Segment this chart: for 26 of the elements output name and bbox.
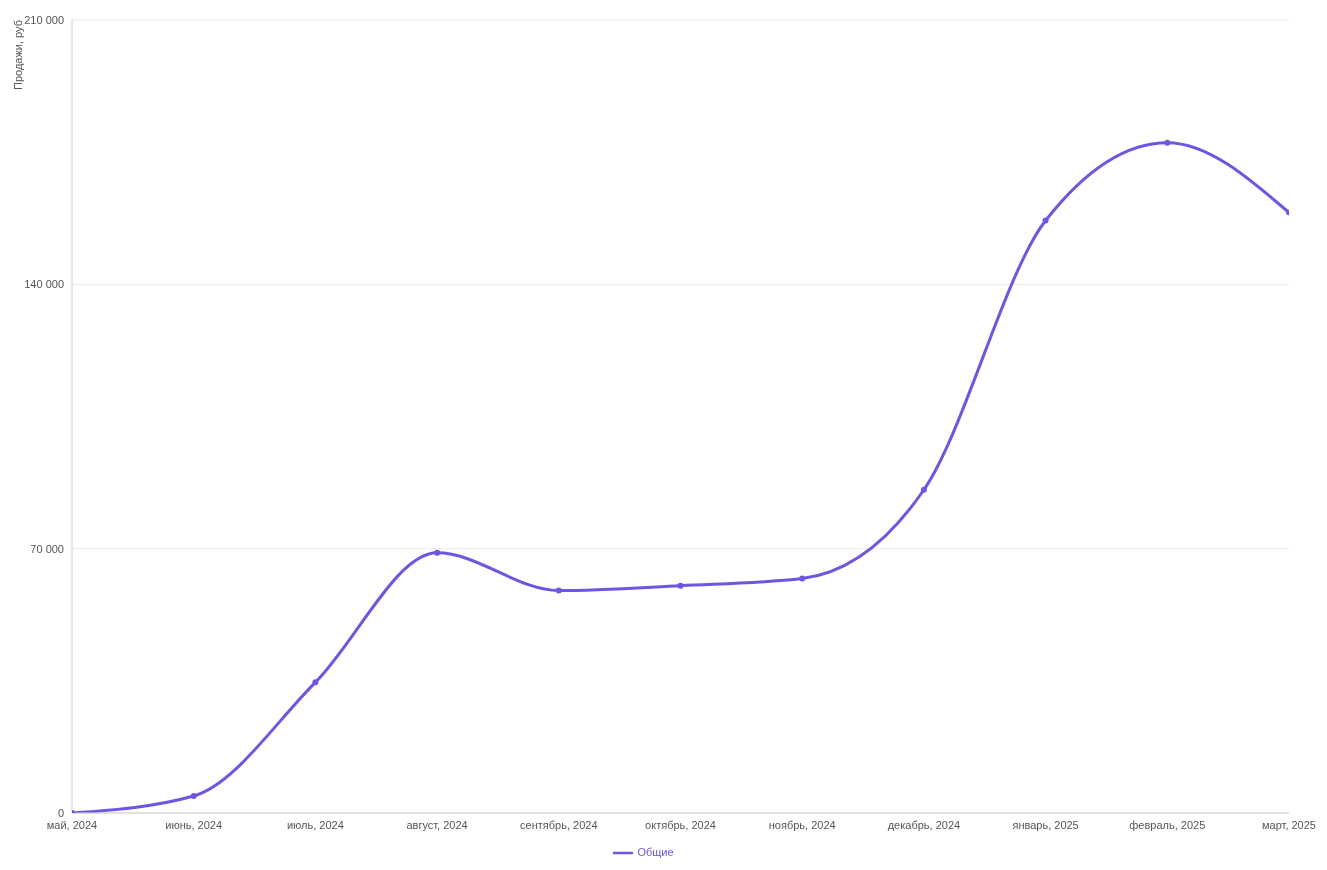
point	[1164, 139, 1171, 146]
y-tick-label: 0	[57, 806, 64, 819]
x-tick-label: август, 2024	[406, 818, 468, 831]
point	[190, 793, 197, 800]
legend-label: Общие	[637, 845, 674, 858]
x-tick-label: ноябрь, 2024	[768, 818, 836, 831]
x-tick-label: май, 2024	[46, 818, 98, 831]
x-tick-label: декабрь, 2024	[887, 818, 961, 831]
x-tick-label: октябрь, 2024	[645, 818, 716, 831]
y-tick-label: 70 000	[30, 542, 64, 555]
point	[555, 587, 562, 594]
point	[677, 582, 684, 589]
x-tick-label: июнь, 2024	[165, 818, 223, 831]
x-tick-label: январь, 2025	[1012, 818, 1079, 831]
x-tick-label: сентябрь, 2024	[520, 818, 598, 831]
y-axis-title: Продажи, руб	[12, 20, 24, 90]
y-tick-label: 210 000	[24, 13, 64, 26]
point	[1042, 217, 1049, 224]
x-tick-label: июль, 2024	[286, 818, 344, 831]
y-tick-label: 140 000	[24, 278, 64, 291]
point	[920, 486, 927, 493]
x-tick-label: март, 2025	[1262, 818, 1316, 831]
x-tick-label: февраль, 2025	[1129, 818, 1206, 831]
point	[434, 549, 441, 556]
point	[799, 575, 806, 582]
point	[312, 679, 319, 686]
